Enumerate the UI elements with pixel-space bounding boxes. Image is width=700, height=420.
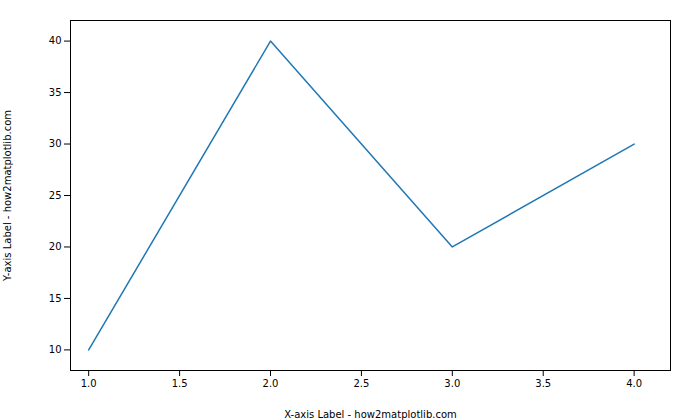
svg-text:40: 40 (49, 35, 62, 46)
svg-text:30: 30 (49, 138, 62, 149)
svg-text:35: 35 (49, 87, 62, 98)
svg-text:X-axis Label - how2matplotlib.: X-axis Label - how2matplotlib.com (284, 409, 457, 420)
svg-text:1.5: 1.5 (172, 378, 188, 389)
svg-text:1.0: 1.0 (81, 378, 97, 389)
svg-text:2.5: 2.5 (353, 378, 369, 389)
svg-text:2.0: 2.0 (263, 378, 279, 389)
svg-text:4.0: 4.0 (626, 378, 642, 389)
svg-text:25: 25 (49, 190, 62, 201)
svg-text:10: 10 (49, 344, 62, 355)
svg-text:20: 20 (49, 241, 62, 252)
svg-text:3.0: 3.0 (444, 378, 460, 389)
svg-text:3.5: 3.5 (535, 378, 551, 389)
svg-text:15: 15 (49, 293, 62, 304)
svg-text:Y-axis Label - how2matplotlib.: Y-axis Label - how2matplotlib.com (2, 110, 13, 282)
